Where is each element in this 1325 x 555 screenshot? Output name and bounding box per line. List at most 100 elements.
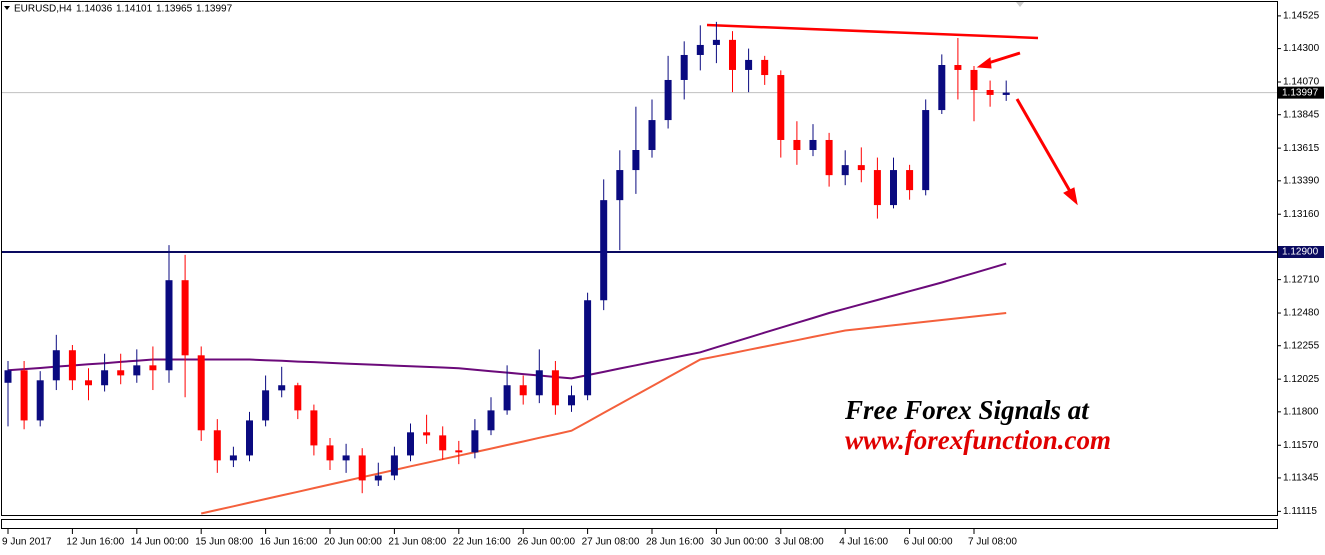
- candle-body: [326, 445, 334, 461]
- x-tick-label: 30 Jun 00:00: [710, 537, 768, 548]
- candle-body: [455, 450, 463, 453]
- header-value: 1.14036: [76, 4, 113, 15]
- x-tick-label: 28 Jun 16:00: [646, 537, 704, 548]
- candle-body: [696, 44, 704, 55]
- candle-body: [149, 365, 157, 371]
- candle-body: [777, 75, 785, 140]
- annotation: Free Forex Signals at: [844, 395, 1090, 425]
- y-tick-label: 1.13845: [1283, 109, 1320, 120]
- candle-body: [922, 110, 930, 191]
- candle-body: [246, 420, 253, 456]
- candle-body: [117, 370, 125, 376]
- candle-body: [825, 139, 833, 176]
- candle-body: [680, 54, 688, 80]
- sub-window-frame: [1, 519, 1278, 529]
- x-tick-label: 15 Jun 08:00: [195, 537, 253, 548]
- candle-body: [165, 280, 173, 371]
- x-tick-label: 3 Jul 08:00: [775, 537, 824, 548]
- arrowhead: [1063, 187, 1078, 206]
- candle-body: [439, 435, 447, 451]
- candle-body: [342, 455, 350, 461]
- y-tick-label: 1.13615: [1283, 143, 1320, 154]
- header-values: 1.14036 1.14101 1.13965 1.13997: [76, 4, 233, 15]
- level-label-box: [1278, 246, 1324, 259]
- candle-body: [358, 455, 366, 481]
- candle-body: [519, 385, 527, 396]
- candle-body: [938, 65, 946, 111]
- candle-body: [648, 120, 656, 151]
- candle-body: [600, 200, 608, 301]
- x-tick-label: 27 Jun 08:00: [582, 537, 640, 548]
- candle-body: [584, 300, 592, 396]
- candle-body: [262, 390, 270, 421]
- y-tick-label: 1.14070: [1283, 77, 1320, 88]
- candle-body: [616, 170, 624, 201]
- candle-body: [374, 475, 382, 481]
- price-label-box: [1278, 86, 1324, 99]
- y-tick-label: 1.11345: [1283, 473, 1319, 484]
- candle-body: [954, 65, 962, 70]
- x-tick-label: 6 Jul 00:00: [904, 537, 953, 548]
- candle-body: [20, 370, 28, 421]
- header-value: 1.13965: [156, 4, 193, 15]
- y-tick-label: 1.13390: [1283, 175, 1320, 186]
- x-tick-label: 14 Jun 00:00: [131, 537, 189, 548]
- level-label: 1.12900: [1282, 247, 1319, 258]
- candle-body: [664, 79, 672, 121]
- x-tick-label: 9 Jun 2017: [2, 537, 52, 548]
- candle-body: [101, 370, 109, 386]
- candle-body: [229, 455, 237, 461]
- symbol-label: EURUSD,H4: [14, 4, 72, 15]
- candle-body: [568, 395, 575, 406]
- candle-body: [407, 432, 414, 456]
- candle-body: [390, 455, 398, 476]
- x-tick-label: 22 Jun 16:00: [453, 537, 511, 548]
- candle-body: [793, 139, 801, 151]
- candle-body: [68, 350, 76, 381]
- candle-body: [36, 380, 44, 421]
- x-tick-label: 4 Jul 16:00: [839, 537, 888, 548]
- candle-body: [906, 170, 914, 191]
- y-tick-label: 1.11115: [1283, 506, 1317, 517]
- candle-body: [197, 355, 205, 431]
- candle-body: [632, 150, 640, 171]
- candle-body: [471, 430, 479, 453]
- candle-body: [310, 410, 318, 446]
- x-tick-label: 20 Jun 00:00: [324, 537, 382, 548]
- candle-body: [133, 365, 141, 376]
- candle-body: [712, 39, 720, 45]
- candle-body: [503, 385, 511, 411]
- candle-body: [181, 280, 189, 356]
- y-tick-label: 1.14525: [1283, 11, 1320, 22]
- y-tick-label: 1.12480: [1283, 308, 1320, 319]
- candle-body: [52, 350, 60, 381]
- header-value: 1.14101: [116, 4, 153, 15]
- candle-body: [294, 385, 302, 411]
- y-tick-label: 1.12255: [1283, 340, 1320, 351]
- y-tick-label: 1.12710: [1283, 274, 1320, 285]
- y-tick-label: 1.12025: [1283, 374, 1320, 385]
- candle-body: [85, 380, 92, 386]
- plot-frame: [1, 1, 1278, 516]
- x-tick-label: 12 Jun 16:00: [66, 537, 124, 548]
- candle-body: [1002, 92, 1010, 95]
- shift-marker: [1016, 2, 1024, 7]
- y-tick-label: 1.13160: [1283, 209, 1320, 220]
- candle-body: [841, 165, 849, 176]
- price-label: 1.13997: [1282, 87, 1319, 98]
- candle-body: [761, 59, 769, 76]
- x-tick-label: 7 Jul 08:00: [968, 537, 1017, 548]
- trend-line: [706, 23, 1039, 40]
- x-tick-label: 26 Jun 00:00: [517, 537, 575, 548]
- arrows: [976, 51, 1078, 206]
- candle-body: [745, 59, 753, 70]
- menu-icon: [4, 6, 10, 10]
- candle-body: [535, 370, 543, 396]
- candle-body: [4, 370, 12, 383]
- candle-body: [986, 90, 994, 95]
- y-tick-label: 1.14300: [1283, 43, 1320, 54]
- annotation-url: www.forexfunction.com: [845, 425, 1111, 455]
- y-tick-label: 1.11570: [1283, 440, 1319, 451]
